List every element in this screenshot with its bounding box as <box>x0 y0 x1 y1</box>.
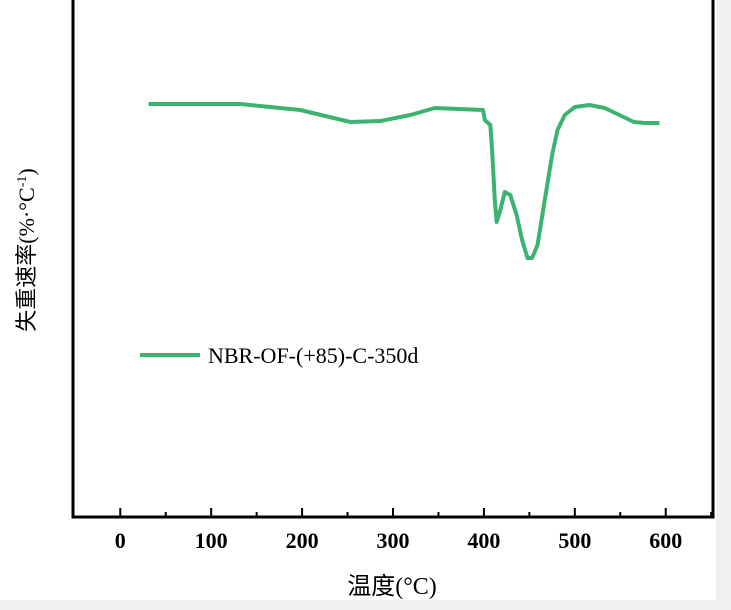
y-axis-label-main: 失重速率(%·°C <box>14 187 39 331</box>
x-tick-label: 500 <box>558 528 591 553</box>
x-tick-label: 200 <box>286 528 319 553</box>
x-tick-label: 300 <box>377 528 410 553</box>
x-tick-label: 0 <box>115 528 126 553</box>
x-tick-label: 400 <box>467 528 500 553</box>
y-axis-label-sup: -1 <box>15 176 30 188</box>
y-axis-label: 失重速率(%·°C-1) <box>14 168 39 331</box>
legend-label: NBR-OF-(+85)-C-350d <box>208 343 418 368</box>
x-tick-label: 100 <box>195 528 228 553</box>
chart-canvas: 0 100 200 300 400 500 600 NBR-OF-(+85)-C-350d … <box>0 0 716 600</box>
plot-frame <box>71 0 715 519</box>
y-axis-label-close: ) <box>14 168 39 175</box>
x-tick-label: 600 <box>649 528 682 553</box>
series-line <box>148 102 660 260</box>
x-axis-label: 温度(°C) <box>347 573 437 600</box>
